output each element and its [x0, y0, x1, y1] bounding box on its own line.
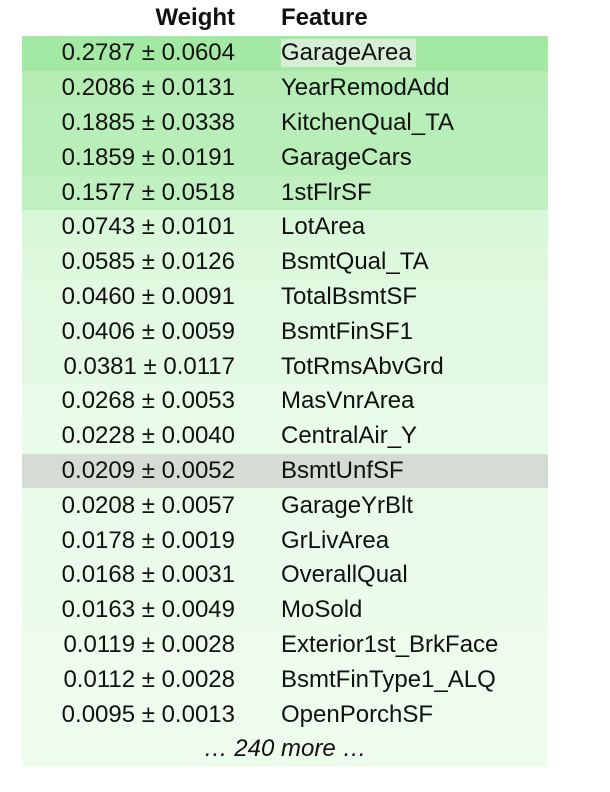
feature-column-header: Feature	[281, 0, 548, 36]
feature-name: YearRemodAdd	[281, 74, 450, 102]
more-features-label: … 240 more …	[203, 735, 367, 763]
feature-name: OverallQual	[281, 561, 408, 589]
table-row: 0.1859 ± 0.0191 GarageCars	[22, 140, 548, 176]
weight-cell: 0.0112 ± 0.0028	[63, 665, 235, 693]
weight-column-header: Weight	[22, 0, 281, 36]
feature-name: TotRmsAbvGrd	[281, 352, 444, 380]
feature-name: OpenPorchSF	[281, 700, 434, 728]
feature-name: GrLivArea	[281, 526, 390, 554]
table-row: 0.0268 ± 0.0053 MasVnrArea	[22, 383, 548, 419]
table-row: 0.0381 ± 0.0117 TotRmsAbvGrd	[22, 349, 548, 384]
feature-cell: MasVnrArea	[281, 384, 548, 419]
feature-cell: MoSold	[281, 593, 548, 628]
table-row: 0.2086 ± 0.0131 YearRemodAdd	[22, 70, 548, 106]
table-header: Weight Feature	[22, 0, 548, 36]
table-row: 0.0585 ± 0.0126 BsmtQual_TA	[22, 244, 548, 280]
feature-name: CentralAir_Y	[281, 422, 418, 450]
feature-name: KitchenQual_TA	[281, 108, 454, 136]
weight-cell: 0.0381 ± 0.0117	[63, 352, 235, 380]
table-row: 0.0119 ± 0.0028 Exterior1st_BrkFace	[22, 627, 548, 663]
feature-cell: KitchenQual_TA	[281, 106, 548, 141]
feature-name: BsmtQual_TA	[281, 248, 429, 276]
table-row: 0.0209 ± 0.0052 BsmtUnfSF	[22, 453, 548, 489]
feature-cell: GarageArea	[281, 36, 548, 71]
feature-name: GarageArea	[281, 39, 416, 68]
feature-cell: GarageYrBlt	[281, 488, 548, 523]
feature-weights-table-container: Weight Feature 0.2787 ± 0.0604 GarageArea…	[22, 0, 548, 767]
table-row: 0.2787 ± 0.0604 GarageArea	[22, 36, 548, 71]
table-row: 0.0168 ± 0.0031 OverallQual	[22, 557, 548, 593]
feature-name: Exterior1st_BrkFace	[281, 630, 499, 658]
feature-name: BsmtUnfSF	[281, 456, 404, 484]
table-row: 0.0743 ± 0.0101 LotArea	[22, 209, 548, 245]
more-row: … 240 more …	[22, 731, 548, 767]
table-row: 0.0163 ± 0.0049 MoSold	[22, 592, 548, 628]
table-row: 0.0406 ± 0.0059 BsmtFinSF1	[22, 314, 548, 350]
weight-cell: 0.0208 ± 0.0057	[61, 491, 235, 519]
feature-name: GarageCars	[281, 143, 412, 171]
feature-name: BsmtFinType1_ALQ	[281, 665, 496, 693]
weight-cell: 0.0119 ± 0.0028	[63, 630, 235, 658]
table-row: 0.0228 ± 0.0040 CentralAir_Y	[22, 418, 548, 454]
weight-cell: 0.0228 ± 0.0040	[61, 422, 235, 450]
feature-cell: YearRemodAdd	[281, 71, 548, 106]
weight-cell: 0.0095 ± 0.0013	[61, 700, 235, 728]
table-row: 0.0208 ± 0.0057 GarageYrBlt	[22, 488, 548, 524]
feature-name: LotArea	[281, 213, 366, 241]
weight-cell: 0.0168 ± 0.0031	[61, 561, 235, 589]
feature-name: TotalBsmtSF	[281, 282, 418, 310]
feature-name: MoSold	[281, 596, 363, 624]
feature-cell: Exterior1st_BrkFace	[281, 628, 548, 663]
weight-cell: 0.2787 ± 0.0604	[61, 39, 235, 67]
weight-cell: 0.0585 ± 0.0126	[61, 248, 235, 276]
weight-cell: 0.0209 ± 0.0052	[61, 456, 235, 484]
feature-cell: CentralAir_Y	[281, 419, 548, 454]
feature-cell: GarageCars	[281, 140, 548, 175]
weight-cell: 0.0406 ± 0.0059	[61, 317, 235, 345]
weight-cell: 0.1577 ± 0.0518	[61, 178, 235, 206]
feature-cell: TotalBsmtSF	[281, 280, 548, 315]
feature-cell: OpenPorchSF	[281, 697, 548, 732]
table-row: 0.1577 ± 0.0518 1stFlrSF	[22, 175, 548, 210]
feature-name: 1stFlrSF	[281, 178, 372, 206]
weight-cell: 0.1859 ± 0.0191	[61, 143, 235, 171]
weight-cell: 0.1885 ± 0.0338	[61, 108, 235, 136]
feature-name: MasVnrArea	[281, 387, 415, 415]
table-body: 0.2787 ± 0.0604 GarageArea 0.2086 ± 0.0131…	[22, 36, 548, 767]
feature-cell: BsmtFinType1_ALQ	[281, 662, 548, 697]
feature-cell: TotRmsAbvGrd	[281, 349, 548, 384]
table-row: 0.0178 ± 0.0019 GrLivArea	[22, 523, 548, 558]
feature-weights-table: Weight Feature 0.2787 ± 0.0604 GarageArea…	[22, 0, 548, 767]
feature-cell: OverallQual	[281, 558, 548, 593]
feature-cell: GrLivArea	[281, 523, 548, 558]
table-row: 0.0095 ± 0.0013 OpenPorchSF	[22, 697, 548, 732]
feature-name: BsmtFinSF1	[281, 317, 414, 345]
feature-cell: BsmtUnfSF	[281, 454, 548, 489]
weight-cell: 0.0268 ± 0.0053	[61, 387, 235, 415]
weight-cell: 0.2086 ± 0.0131	[61, 74, 235, 102]
table-row: 0.0460 ± 0.0091 TotalBsmtSF	[22, 279, 548, 315]
table-row: 0.1885 ± 0.0338 KitchenQual_TA	[22, 105, 548, 141]
header-row: Weight Feature	[22, 0, 548, 36]
feature-cell: BsmtFinSF1	[281, 314, 548, 349]
table-row: 0.0112 ± 0.0028 BsmtFinType1_ALQ	[22, 662, 548, 698]
feature-cell: BsmtQual_TA	[281, 245, 548, 280]
feature-name: GarageYrBlt	[281, 491, 414, 519]
weight-cell: 0.0743 ± 0.0101	[61, 213, 235, 241]
weight-cell: 0.0460 ± 0.0091	[61, 282, 235, 310]
feature-cell: 1stFlrSF	[281, 175, 548, 210]
weight-cell: 0.0178 ± 0.0019	[61, 526, 235, 554]
weight-cell: 0.0163 ± 0.0049	[61, 596, 235, 624]
feature-cell: LotArea	[281, 210, 548, 245]
